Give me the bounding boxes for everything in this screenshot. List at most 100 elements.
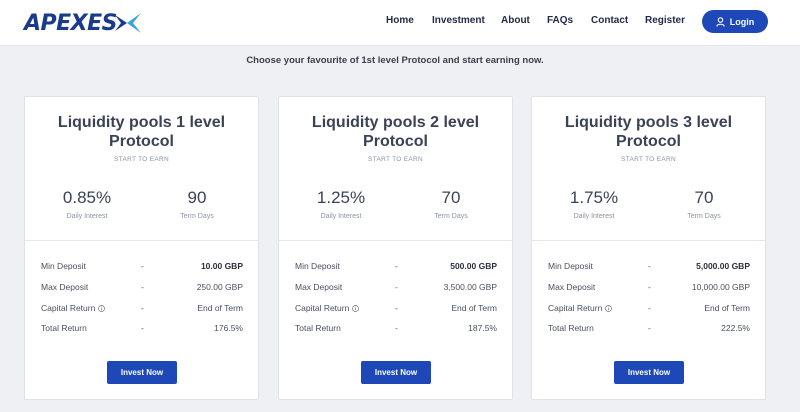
detail-label-wrap: Max Deposit — [41, 282, 88, 292]
detail-label: Capital Return — [548, 303, 603, 313]
detail-dash: - — [395, 282, 398, 292]
detail-label-wrap: Min Deposit — [41, 261, 86, 271]
nav-contact[interactable]: Contact — [591, 15, 629, 26]
detail-label-wrap: Min Deposit — [295, 261, 340, 271]
detail-label: Min Deposit — [41, 261, 86, 271]
detail-value: 500.00 GBP — [450, 261, 497, 271]
detail-label: Min Deposit — [548, 261, 593, 271]
detail-dash: - — [141, 261, 144, 271]
brand-logo[interactable]: APEXES — [24, 9, 143, 37]
card-divider — [25, 240, 258, 241]
detail-value: End of Term — [704, 303, 750, 313]
plan-detail-row: Capital Return - End of Term — [41, 303, 243, 315]
detail-label-wrap: Capital Return — [295, 303, 360, 313]
detail-dash: - — [648, 282, 651, 292]
term-days-stat: 70 Term Days — [401, 188, 501, 220]
plan-detail-row: Max Deposit - 250.00 GBP — [41, 282, 243, 294]
term-days-value: 70 — [441, 188, 461, 207]
plan-detail-row: Min Deposit - 500.00 GBP — [295, 261, 497, 273]
info-icon[interactable] — [605, 304, 613, 312]
detail-label: Total Return — [295, 323, 341, 333]
detail-dash: - — [648, 261, 651, 271]
detail-dash: - — [141, 282, 144, 292]
page-tagline: Choose your favourite of 1st level Proto… — [246, 55, 544, 66]
info-icon[interactable] — [352, 304, 360, 312]
login-button[interactable]: Login — [702, 10, 768, 33]
detail-label: Total Return — [548, 323, 594, 333]
term-days-label: Term Days — [687, 213, 721, 220]
login-label: Login — [729, 16, 755, 27]
plan-detail-row: Total Return - 222.5% — [548, 323, 750, 335]
plan-title: Liquidity pools 2 level Protocol — [311, 114, 480, 150]
detail-dash: - — [648, 323, 651, 333]
detail-value: 250.00 GBP — [196, 282, 243, 292]
plan-subtitle: START TO EARN — [114, 156, 169, 163]
daily-interest-stat: 1.25% Daily Interest — [291, 188, 391, 220]
detail-value: 187.5% — [468, 323, 497, 333]
plan-title: Liquidity pools 1 level Protocol — [57, 114, 226, 150]
nav-faqs[interactable]: FAQs — [547, 15, 574, 26]
plan-detail-row: Capital Return - End of Term — [295, 303, 497, 315]
detail-value: End of Term — [451, 303, 497, 313]
plan-card: Liquidity pools 1 level Protocol START TO… — [24, 96, 259, 400]
term-days-label: Term Days — [434, 213, 468, 220]
term-days-stat: 90 Term Days — [147, 188, 247, 220]
detail-dash: - — [395, 323, 398, 333]
plan-subtitle: START TO EARN — [368, 156, 423, 163]
detail-value: End of Term — [197, 303, 243, 313]
daily-interest-label: Daily Interest — [320, 213, 362, 220]
nav-investment[interactable]: Investment — [432, 15, 485, 26]
detail-dash: - — [141, 303, 144, 313]
user-icon — [716, 16, 725, 27]
daily-interest-label: Daily Interest — [573, 213, 615, 220]
plan-card: Liquidity pools 2 level Protocol START TO… — [278, 96, 513, 400]
detail-value: 3,500.00 GBP — [443, 282, 497, 292]
nav-home[interactable]: Home — [386, 15, 414, 26]
detail-label: Total Return — [41, 323, 87, 333]
plan-detail-row: Min Deposit - 5,000.00 GBP — [548, 261, 750, 273]
invest-now-button[interactable]: Invest Now — [361, 361, 431, 384]
term-days-value: 70 — [694, 188, 714, 207]
detail-label-wrap: Capital Return — [41, 303, 106, 313]
detail-label: Min Deposit — [295, 261, 340, 271]
plan-detail-row: Min Deposit - 10.00 GBP — [41, 261, 243, 273]
detail-label-wrap: Total Return — [41, 323, 87, 333]
info-icon[interactable] — [98, 304, 106, 312]
plan-detail-row: Total Return - 187.5% — [295, 323, 497, 335]
card-divider — [532, 240, 765, 241]
nav-register[interactable]: Register — [645, 15, 686, 26]
term-days-value: 90 — [187, 188, 207, 207]
detail-dash: - — [395, 303, 398, 313]
top-navbar: APEXES Home Investment About FAQs Contac… — [0, 0, 800, 46]
detail-label-wrap: Total Return — [548, 323, 594, 333]
detail-value: 5,000.00 GBP — [696, 261, 750, 271]
plan-detail-row: Total Return - 176.5% — [41, 323, 243, 335]
detail-dash: - — [648, 303, 651, 313]
nav-about[interactable]: About — [501, 15, 530, 26]
plan-detail-row: Max Deposit - 10,000.00 GBP — [548, 282, 750, 294]
brand-name: APEXES — [24, 10, 118, 36]
plan-subtitle: START TO EARN — [621, 156, 676, 163]
plan-detail-row: Max Deposit - 3,500.00 GBP — [295, 282, 497, 294]
detail-value: 176.5% — [214, 323, 243, 333]
daily-interest-stat: 1.75% Daily Interest — [544, 188, 644, 220]
daily-interest-stat: 0.85% Daily Interest — [37, 188, 137, 220]
plan-detail-row: Capital Return - End of Term — [548, 303, 750, 315]
detail-label: Max Deposit — [295, 282, 343, 292]
detail-label-wrap: Max Deposit — [295, 282, 342, 292]
plan-card: Liquidity pools 3 level Protocol START TO… — [531, 96, 766, 400]
term-days-label: Term Days — [180, 213, 214, 220]
detail-label: Capital Return — [41, 303, 96, 313]
invest-now-button[interactable]: Invest Now — [614, 361, 684, 384]
term-days-stat: 70 Term Days — [654, 188, 754, 220]
detail-label-wrap: Min Deposit — [548, 261, 593, 271]
card-divider — [279, 240, 512, 241]
invest-now-button[interactable]: Invest Now — [107, 361, 177, 384]
detail-label: Capital Return — [295, 303, 350, 313]
detail-label: Max Deposit — [548, 282, 596, 292]
detail-label-wrap: Total Return — [295, 323, 341, 333]
plan-title: Liquidity pools 3 level Protocol — [564, 114, 733, 150]
daily-interest-value: 1.75% — [569, 188, 619, 207]
daily-interest-value: 1.25% — [316, 188, 366, 207]
detail-dash: - — [395, 261, 398, 271]
